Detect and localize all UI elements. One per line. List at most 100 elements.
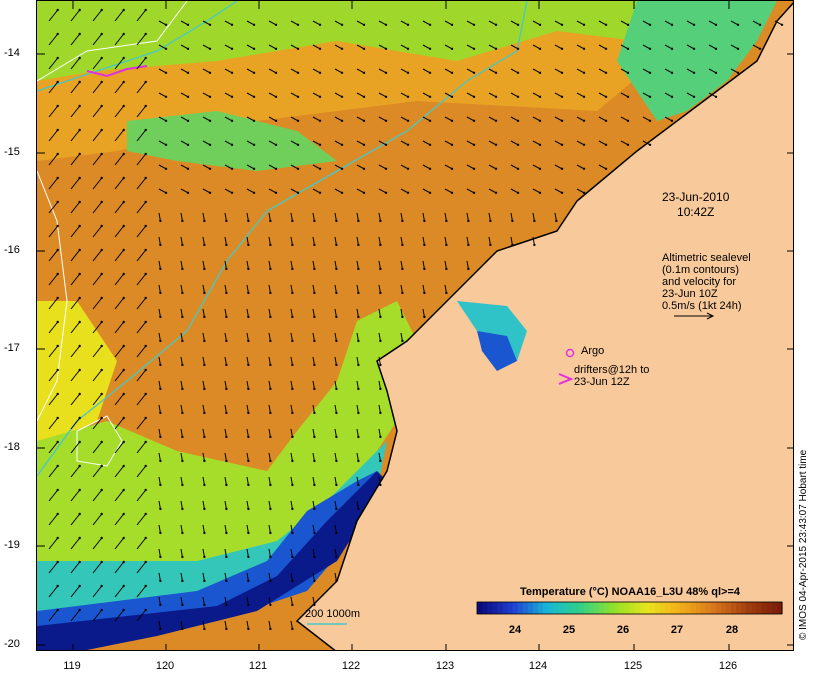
velocity-arrow — [290, 140, 299, 146]
velocity-arrow-head — [56, 416, 59, 420]
velocity-arrow-head — [379, 243, 382, 247]
velocity-arrow — [730, 44, 739, 50]
velocity-arrow-head — [533, 243, 536, 247]
velocity-arrow — [114, 489, 125, 502]
velocity-arrow-head — [269, 315, 272, 319]
velocity-arrow-head — [186, 95, 190, 99]
velocity-arrow-head — [122, 488, 125, 492]
velocity-arrow-head — [230, 95, 234, 99]
velocity-arrow — [114, 513, 125, 526]
velocity-arrow — [70, 609, 81, 622]
colorbar-segment — [497, 602, 503, 614]
velocity-arrow-head — [230, 143, 234, 146]
velocity-arrow-head — [203, 507, 206, 511]
velocity-arrow — [246, 44, 255, 50]
velocity-arrow-head — [384, 143, 388, 146]
velocity-arrow — [114, 585, 125, 598]
colorbar-segment — [593, 602, 600, 614]
velocity-arrow-head — [100, 440, 103, 444]
velocity-arrow — [70, 57, 81, 70]
velocity-arrow — [246, 572, 249, 581]
velocity-arrow-head — [122, 272, 125, 276]
velocity-arrow-head — [208, 47, 212, 50]
velocity-arrow-head — [208, 191, 212, 194]
velocity-arrow — [444, 260, 447, 269]
velocity-arrow-head — [406, 23, 410, 26]
coastline — [295, 2, 793, 650]
velocity-arrow-head — [203, 483, 206, 487]
velocity-arrow-head — [122, 368, 125, 372]
velocity-arrow — [158, 596, 161, 605]
velocity-arrow — [334, 572, 337, 581]
velocity-arrow-head — [78, 608, 81, 612]
velocity-arrow — [510, 140, 519, 146]
velocity-arrow-head — [313, 531, 316, 535]
velocity-arrow-head — [274, 143, 278, 146]
velocity-arrow-head — [78, 368, 81, 372]
velocity-arrow-head — [291, 483, 294, 487]
velocity-arrow — [400, 188, 409, 194]
velocity-arrow-head — [56, 128, 59, 132]
velocity-arrow-head — [247, 363, 250, 367]
velocity-arrow-head — [291, 219, 294, 223]
velocity-arrow-head — [225, 339, 228, 343]
velocity-arrow-head — [144, 32, 147, 36]
velocity-arrow-head — [560, 143, 564, 146]
velocity-arrow — [202, 188, 211, 194]
velocity-arrow-head — [291, 555, 294, 559]
velocity-arrow — [268, 140, 277, 146]
velocity-arrow — [202, 500, 205, 509]
lat-label: -18 — [4, 441, 20, 453]
velocity-arrow — [70, 561, 81, 574]
velocity-arrow — [510, 236, 513, 245]
velocity-arrow — [92, 33, 103, 46]
velocity-arrow — [334, 68, 343, 74]
colorbar-segment — [578, 602, 585, 614]
colorbar-segment — [609, 602, 615, 614]
velocity-arrow-head — [379, 411, 382, 415]
velocity-arrow-head — [78, 488, 81, 492]
velocity-arrow-head — [269, 411, 272, 415]
velocity-arrow — [554, 92, 563, 98]
sst-map[interactable] — [36, 0, 794, 651]
velocity-arrow-head — [164, 143, 168, 146]
velocity-arrow-head — [56, 176, 59, 180]
velocity-arrow — [202, 524, 205, 533]
bay-cold — [477, 331, 517, 371]
velocity-arrow — [312, 524, 315, 533]
velocity-arrow — [268, 476, 271, 485]
colorbar-segment — [573, 602, 580, 614]
colorbar-segment — [639, 602, 646, 614]
velocity-arrow-head — [159, 411, 162, 415]
date-label: 23-Jun-2010 — [662, 190, 730, 204]
velocity-arrow-head — [313, 483, 316, 487]
velocity-arrow-head — [56, 464, 59, 468]
velocity-arrow — [246, 404, 249, 413]
velocity-arrow-head — [144, 416, 147, 420]
velocity-arrow-head — [269, 579, 272, 583]
velocity-arrow — [136, 129, 147, 142]
velocity-arrow — [92, 393, 103, 406]
velocity-arrow — [642, 116, 651, 122]
velocity-arrow-head — [78, 392, 81, 396]
velocity-arrow-head — [340, 23, 344, 26]
velocity-arrow-head — [472, 47, 476, 50]
velocity-arrow-head — [362, 23, 366, 26]
altimetry-line: 23-Jun 10Z — [662, 288, 718, 300]
velocity-arrow — [510, 92, 519, 98]
velocity-arrow-head — [582, 143, 586, 146]
velocity-arrow-head — [159, 435, 162, 439]
velocity-arrow-head — [208, 71, 212, 75]
velocity-arrow — [224, 68, 233, 74]
velocity-arrow-head — [247, 579, 250, 583]
colorbar-segment — [548, 602, 554, 614]
velocity-arrow-head — [144, 320, 147, 324]
colorbar-tick: 27 — [670, 624, 684, 636]
velocity-arrow-head — [538, 167, 542, 170]
velocity-arrow-head — [335, 483, 338, 487]
velocity-arrow — [158, 236, 161, 245]
velocity-arrow — [70, 441, 81, 454]
velocity-arrow-head — [511, 243, 514, 247]
velocity-arrow — [202, 164, 211, 170]
velocity-arrow-head — [181, 627, 184, 631]
